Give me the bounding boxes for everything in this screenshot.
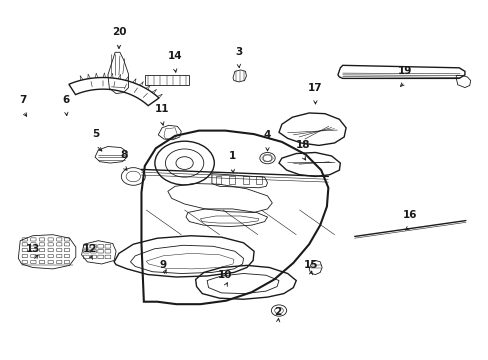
Text: 19: 19 (397, 66, 411, 76)
Text: 4: 4 (263, 130, 271, 140)
Text: 13: 13 (25, 244, 40, 254)
Text: 10: 10 (218, 270, 232, 280)
Text: 18: 18 (295, 140, 309, 150)
Text: 8: 8 (120, 150, 127, 160)
Text: 7: 7 (20, 95, 27, 105)
Bar (144, 75, 188, 85)
Text: 3: 3 (235, 47, 242, 57)
Text: 14: 14 (167, 51, 182, 62)
Text: 1: 1 (228, 151, 236, 161)
Text: 6: 6 (62, 95, 70, 105)
Text: 16: 16 (402, 210, 416, 220)
Text: 5: 5 (92, 129, 100, 139)
Text: 20: 20 (111, 27, 126, 37)
Text: 12: 12 (83, 244, 97, 254)
Text: 15: 15 (303, 260, 317, 270)
Text: 2: 2 (274, 306, 281, 316)
Text: 17: 17 (307, 83, 322, 93)
Text: 9: 9 (159, 260, 166, 270)
Text: 11: 11 (155, 104, 169, 114)
